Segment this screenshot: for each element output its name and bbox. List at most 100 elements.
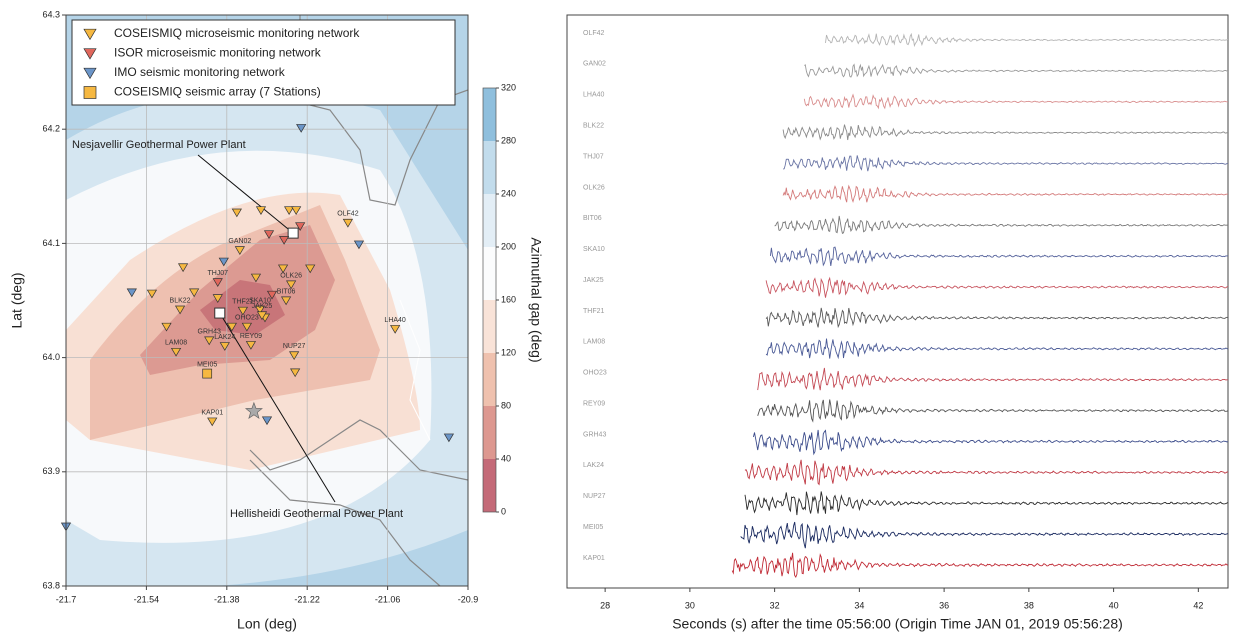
x-axis-label: Seconds (s) after the time 05:56:00 (Ori… — [672, 616, 1123, 632]
x-tick-label: -21.22 — [294, 594, 320, 604]
colorbar-segment — [483, 459, 496, 512]
station-marker — [305, 264, 316, 274]
waveform — [804, 63, 1229, 78]
station-marker — [254, 305, 266, 315]
trace-label: OHO23 — [583, 370, 607, 377]
trace-label: LHA40 — [583, 92, 605, 99]
station-label: OHO23 — [235, 315, 259, 322]
station-label: BIT06 — [277, 288, 296, 295]
trace-label: KAP01 — [583, 555, 605, 562]
coastline — [249, 459, 441, 586]
waveform — [803, 93, 1229, 110]
station-marker — [263, 230, 275, 240]
waveform — [757, 399, 1229, 423]
colorbar-tick-label: 40 — [501, 453, 511, 463]
legend-marker — [83, 86, 97, 99]
waveform — [774, 215, 1229, 234]
station-marker — [291, 206, 302, 216]
station-marker — [296, 124, 307, 133]
colorbar-segment — [483, 141, 496, 194]
station-marker — [161, 322, 172, 332]
station-label: KAP01 — [201, 409, 223, 416]
trace-label: BLK22 — [583, 122, 604, 129]
waveform — [752, 429, 1229, 456]
station-marker — [290, 368, 301, 378]
y-tick-label: 64.2 — [42, 124, 60, 134]
trace-label: THF21 — [583, 308, 605, 315]
colorbar-segment — [483, 353, 496, 406]
trace-label: LAM08 — [583, 339, 605, 346]
station-marker — [177, 263, 189, 273]
station-marker — [261, 416, 273, 426]
colorbar-segment — [483, 247, 496, 300]
seismogram-frame — [566, 14, 1229, 589]
waveform — [782, 155, 1229, 172]
colorbar-tick-label: 240 — [501, 188, 516, 198]
power-plant — [214, 307, 226, 319]
station-marker — [212, 278, 223, 287]
colorbar-segment — [483, 300, 496, 353]
station-label: OLK26 — [280, 272, 302, 279]
waveform — [744, 491, 1229, 516]
trace-label: SKA10 — [583, 246, 605, 253]
station-label: THJ07 — [207, 270, 228, 277]
legend-marker — [83, 67, 97, 80]
station-marker — [212, 294, 223, 303]
waveform — [765, 307, 1229, 329]
station-label: GRH43 — [198, 328, 221, 335]
colorbar-tick-label: 200 — [501, 241, 516, 251]
waveform — [765, 338, 1229, 360]
colorbar-segment — [483, 88, 496, 141]
x-tick-label: 28 — [600, 600, 610, 610]
y-tick-label: 64.1 — [42, 238, 60, 248]
x-tick-label: 40 — [1109, 600, 1119, 610]
station-marker — [342, 218, 354, 228]
x-tick-label: 38 — [1024, 600, 1034, 610]
legend-label: IMO seismic monitoring network — [114, 65, 286, 79]
colorbar-segment — [483, 406, 496, 459]
map-background — [66, 15, 468, 586]
trace-label: REY09 — [583, 400, 605, 407]
trace-label: MEI05 — [583, 524, 603, 531]
annotation-line — [197, 154, 294, 234]
station-marker — [226, 322, 237, 332]
y-tick-label: 64.3 — [42, 9, 60, 19]
station-label: LAM08 — [165, 340, 187, 347]
station-marker — [219, 342, 230, 351]
station-marker — [245, 341, 257, 350]
waveform — [740, 521, 1229, 549]
station-marker — [390, 325, 401, 334]
trace-label: OLF42 — [583, 30, 605, 37]
station-marker — [266, 290, 278, 300]
station-label: REY09 — [240, 333, 262, 340]
waveform — [825, 32, 1229, 48]
waveform — [782, 124, 1229, 141]
x-tick-label: 32 — [770, 600, 780, 610]
trace-label: JAK25 — [583, 277, 604, 284]
station-marker — [207, 417, 218, 427]
station-label: LAK24 — [214, 334, 235, 341]
seismogram-layer: 28 30 32 34 36 38 40 42 Seconds (s) after the ti… — [583, 30, 1229, 632]
station-marker — [204, 336, 215, 346]
annotation: Hellisheidi Geothermal Power Plant — [230, 508, 403, 520]
trace-label: BIT06 — [583, 215, 602, 222]
station-marker — [241, 322, 253, 332]
station-marker — [174, 305, 186, 315]
station-marker — [256, 311, 268, 321]
colorbar-label: Azimuthal gap (deg) — [528, 237, 544, 362]
trace-label: GAN02 — [583, 61, 606, 68]
station-marker — [202, 368, 213, 379]
waveform — [744, 459, 1229, 486]
station-marker — [280, 296, 292, 306]
station-label: LHA40 — [384, 317, 406, 324]
coastline — [249, 419, 468, 481]
x-tick-label: 30 — [685, 600, 695, 610]
x-tick-label: 34 — [854, 600, 864, 610]
map-layer: -21.7 -21.54 -21.38 -21.22 -21.06 -20.9 63.8 63… — [9, 9, 545, 631]
x-tick-label: -21.06 — [375, 594, 401, 604]
trace-label: THJ07 — [583, 153, 604, 160]
waveform — [765, 276, 1229, 298]
waveform — [769, 246, 1229, 267]
legend-label: COSEISMIQ seismic array (7 Stations) — [114, 85, 321, 99]
trace-label: OLK26 — [583, 184, 605, 191]
